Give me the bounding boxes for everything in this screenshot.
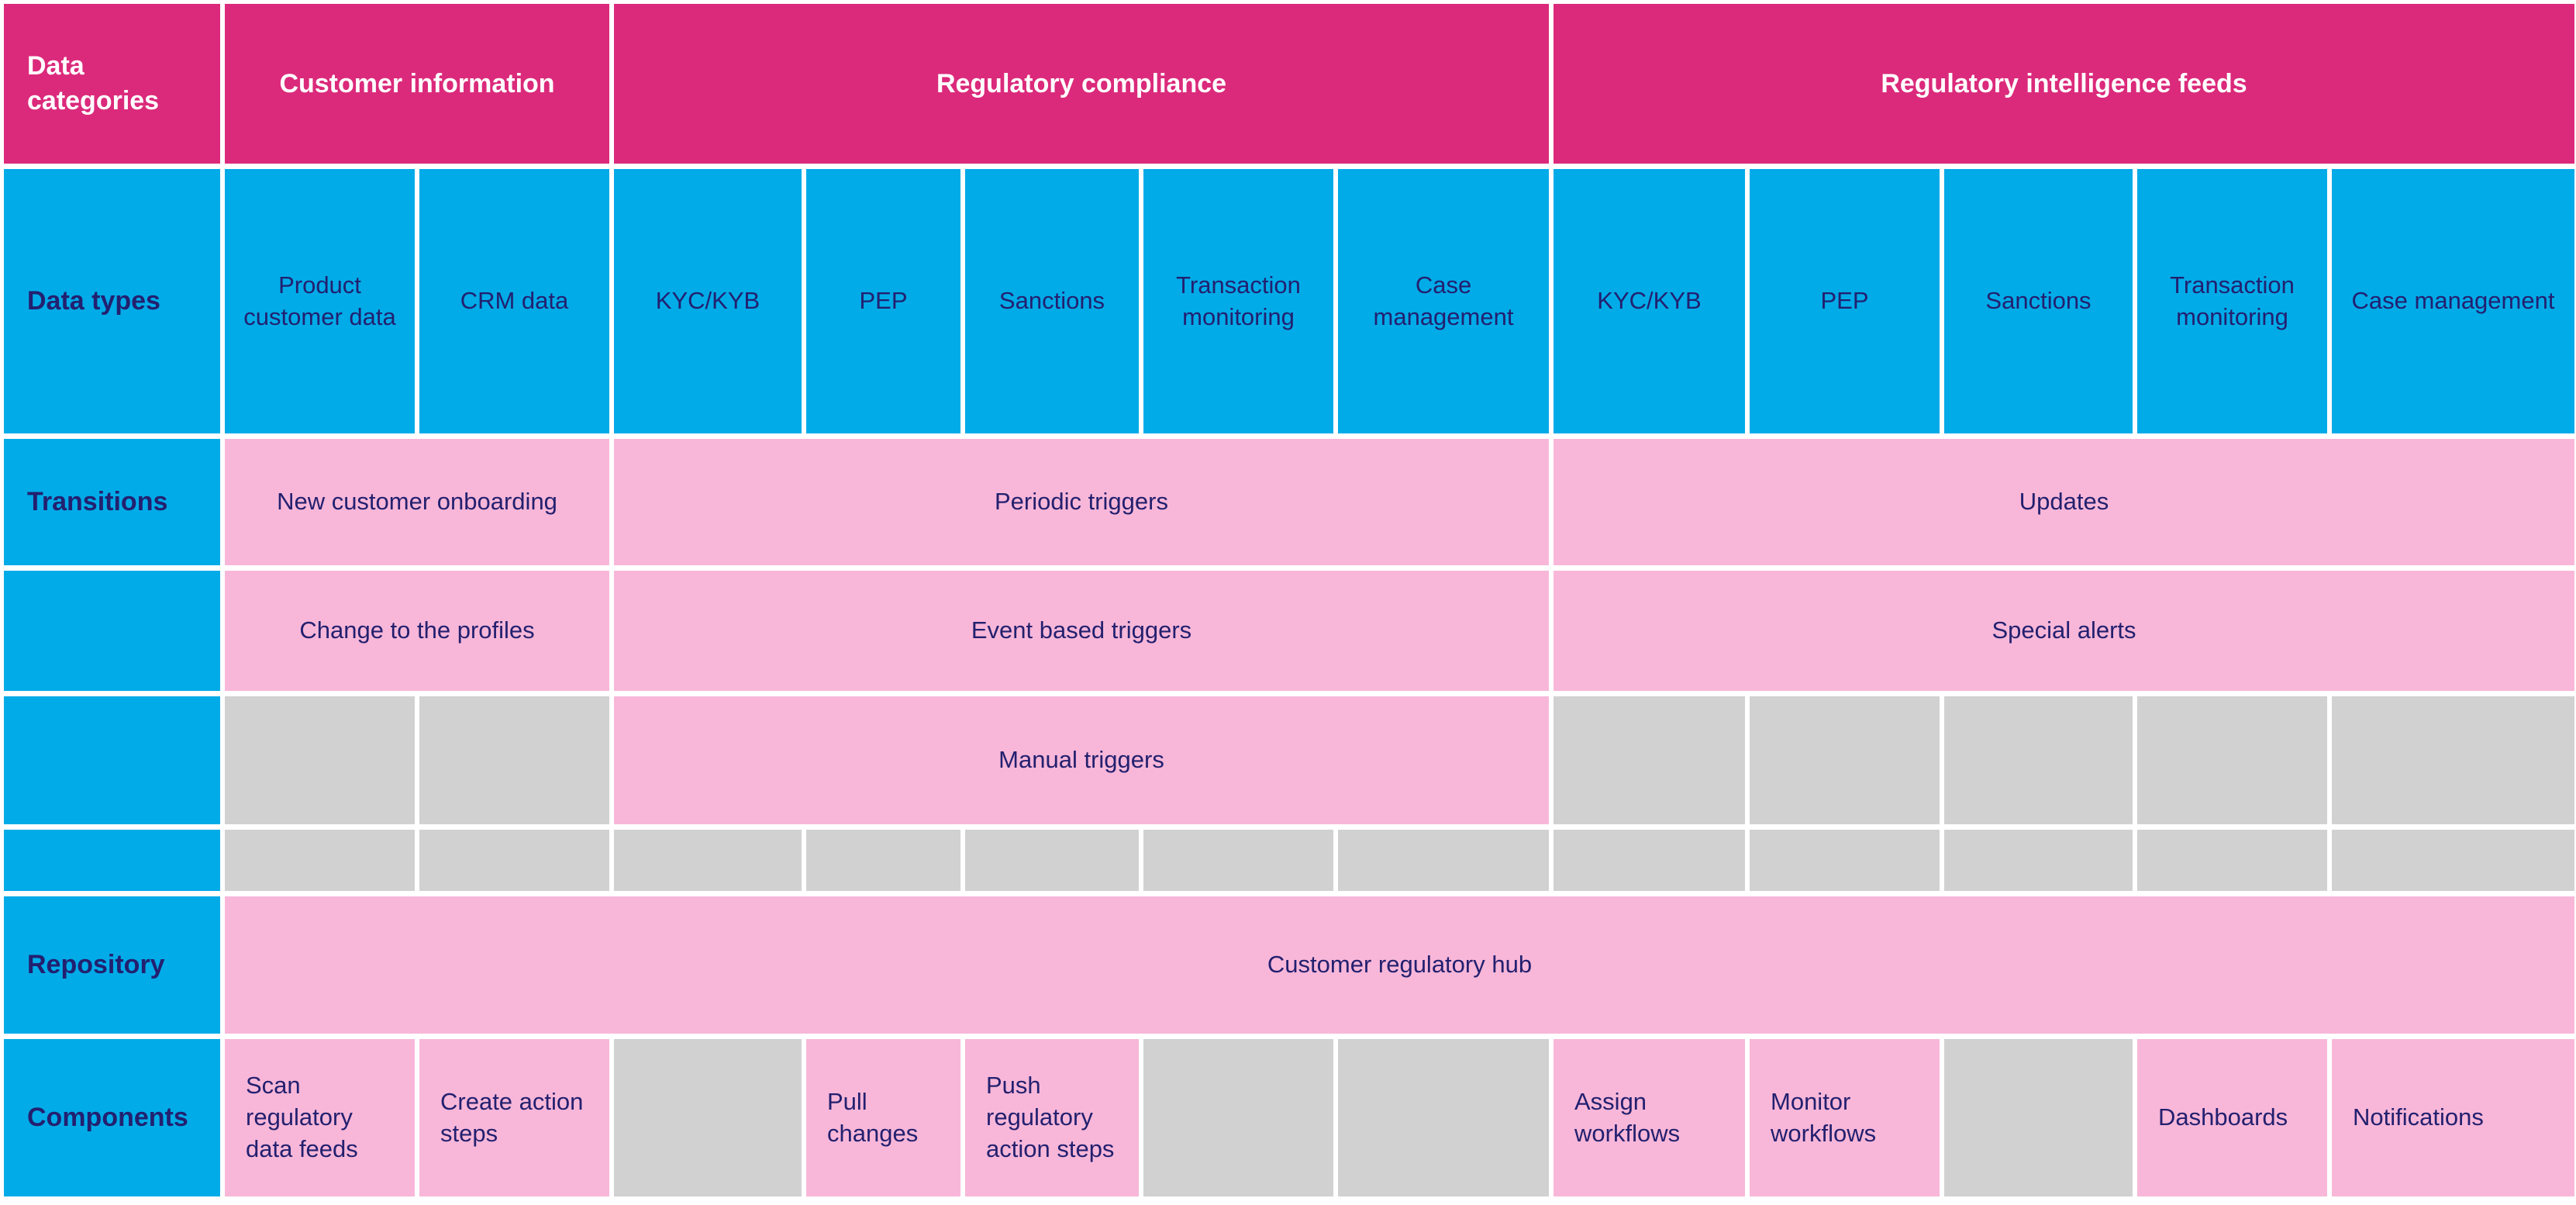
empty-cell xyxy=(1338,1039,1549,1196)
cell-transaction-monitoring: Transaction monitoring xyxy=(2137,169,2327,433)
empty-cell xyxy=(419,696,609,824)
cell-updates: Updates xyxy=(1554,439,2574,565)
cell-crm-data: CRM data xyxy=(419,169,609,433)
row-label-components: Components xyxy=(4,1039,220,1196)
empty-cell xyxy=(806,830,960,891)
cell-new-customer-onboarding: New customer onboarding xyxy=(225,439,609,565)
cell-assign-workflows: Assign workflows xyxy=(1554,1039,1745,1196)
empty-cell xyxy=(2332,830,2574,891)
cell-product-customer-data: Product customer data xyxy=(225,169,415,433)
cell-change-to-the-profiles: Change to the profiles xyxy=(225,571,609,691)
cell-scan-regulatory-data-feeds: Scan regulatory data feeds xyxy=(225,1039,415,1196)
empty-cell xyxy=(965,830,1139,891)
empty-cell xyxy=(1750,696,1940,824)
row-label-repository: Repository xyxy=(4,896,220,1034)
empty-cell xyxy=(225,830,415,891)
empty-cell xyxy=(1554,696,1745,824)
row-label-transitions: Transitions xyxy=(4,439,220,565)
cell-pep: PEP xyxy=(1750,169,1940,433)
regulatory-data-category-matrix: Data categories Customer information Regul… xyxy=(4,4,2574,1196)
cell-transaction-monitoring: Transaction monitoring xyxy=(1143,169,1333,433)
row-label-empty xyxy=(4,571,220,691)
row-label-empty xyxy=(4,830,220,891)
cell-periodic-triggers: Periodic triggers xyxy=(614,439,1549,565)
cell-sanctions: Sanctions xyxy=(965,169,1139,433)
column-group-header-customer-information: Customer information xyxy=(225,4,609,164)
cell-kyc-kyb: KYC/KYB xyxy=(1554,169,1745,433)
empty-cell xyxy=(1944,830,2133,891)
column-group-header-regulatory-compliance: Regulatory compliance xyxy=(614,4,1549,164)
cell-case-management: Case management xyxy=(2332,169,2574,433)
cell-pull-changes: Pull changes xyxy=(806,1039,960,1196)
row-label-empty xyxy=(4,696,220,824)
cell-push-regulatory-action-steps: Push regulatory action steps xyxy=(965,1039,1139,1196)
cell-pep: PEP xyxy=(806,169,960,433)
empty-cell xyxy=(1944,1039,2133,1196)
empty-cell xyxy=(614,830,802,891)
empty-cell xyxy=(1554,830,1745,891)
cell-create-action-steps: Create action steps xyxy=(419,1039,609,1196)
row-label-data-categories: Data categories xyxy=(4,4,220,164)
cell-special-alerts: Special alerts xyxy=(1554,571,2574,691)
empty-cell xyxy=(2332,696,2574,824)
cell-case-management: Case management xyxy=(1338,169,1549,433)
empty-cell xyxy=(1944,696,2133,824)
cell-monitor-workflows: Monitor workflows xyxy=(1750,1039,1940,1196)
cell-sanctions: Sanctions xyxy=(1944,169,2133,433)
cell-customer-regulatory-hub: Customer regulatory hub xyxy=(225,896,2574,1034)
cell-dashboards: Dashboards xyxy=(2137,1039,2327,1196)
row-label-data-types: Data types xyxy=(4,169,220,433)
cell-event-based-triggers: Event based triggers xyxy=(614,571,1549,691)
empty-cell xyxy=(2137,696,2327,824)
empty-cell xyxy=(1143,830,1333,891)
cell-manual-triggers: Manual triggers xyxy=(614,696,1549,824)
empty-cell xyxy=(225,696,415,824)
empty-cell xyxy=(1143,1039,1333,1196)
empty-cell xyxy=(2137,830,2327,891)
column-group-header-regulatory-intelligence-feeds: Regulatory intelligence feeds xyxy=(1554,4,2574,164)
cell-kyc-kyb: KYC/KYB xyxy=(614,169,802,433)
empty-cell xyxy=(1750,830,1940,891)
empty-cell xyxy=(419,830,609,891)
empty-cell xyxy=(1338,830,1549,891)
cell-notifications: Notifications xyxy=(2332,1039,2574,1196)
empty-cell xyxy=(614,1039,802,1196)
